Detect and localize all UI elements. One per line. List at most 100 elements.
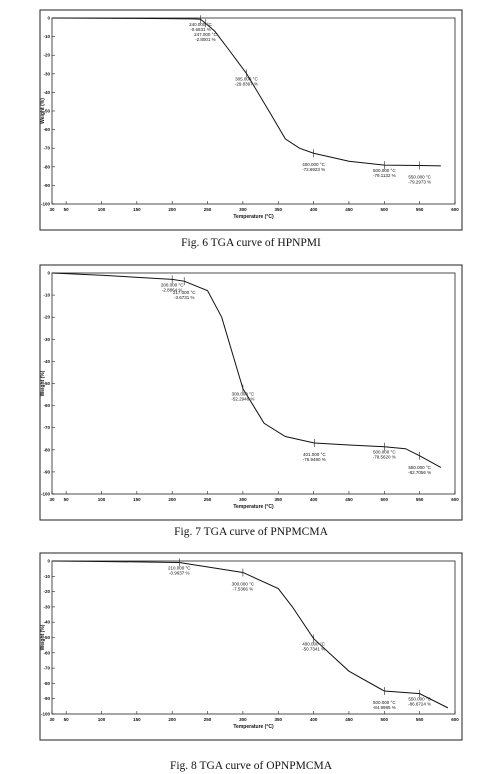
annotation-temperature: 401.000 °C <box>303 452 326 457</box>
x-tick-label: 200 <box>168 207 176 212</box>
annotation-weight: -79.2973 % <box>408 179 431 184</box>
y-tick-label: -40 <box>43 620 50 625</box>
x-tick-label: 30 <box>49 497 55 502</box>
x-tick-label: 500 <box>381 717 389 722</box>
annotation-temperature: 550.000 °C <box>408 465 431 470</box>
annotation-weight: -78.5620 % <box>373 455 396 460</box>
x-tick-label: 50 <box>64 207 70 212</box>
x-tick-label: 300 <box>239 717 247 722</box>
x-tick-label: 600 <box>451 497 459 502</box>
y-axis-title: Weight (%) <box>40 370 46 396</box>
x-tick-label: 200 <box>168 497 176 502</box>
annotation-weight: -29.8397 % <box>235 82 258 87</box>
y-tick-label: -10 <box>43 293 50 298</box>
figure-frame <box>39 9 463 231</box>
x-tick-label: 50 <box>64 717 70 722</box>
x-tick-label: 550 <box>416 207 424 212</box>
x-tick-label: 350 <box>274 207 282 212</box>
y-tick-label: -50 <box>43 109 50 114</box>
x-tick-label: 400 <box>310 207 318 212</box>
annotation-weight: -76.9490 % <box>303 457 326 462</box>
annotation-temperature: 550.000 °C <box>408 174 431 179</box>
y-tick-label: -70 <box>43 146 50 151</box>
annotation-temperature: 400.000 °C <box>302 642 325 647</box>
x-tick-label: 600 <box>451 717 459 722</box>
y-tick-label: -100 <box>41 202 51 207</box>
x-tick-label: 150 <box>133 497 141 502</box>
annotation-temperature: 305.000 °C <box>235 77 258 82</box>
annotation-temperature: 400.000 °C <box>302 162 325 167</box>
y-tick-label: -10 <box>43 34 50 39</box>
x-tick-label: 300 <box>239 207 247 212</box>
x-tick-label: 600 <box>451 207 459 212</box>
annotation-temperature: 300.000 °C <box>232 582 255 587</box>
x-tick-label: 450 <box>345 497 353 502</box>
x-tick-label: 250 <box>204 207 212 212</box>
y-tick-label: -50 <box>43 381 50 386</box>
annotation-temperature: 217.000 °C <box>173 290 196 295</box>
plot-frame <box>51 272 456 495</box>
y-tick-label: -90 <box>43 696 50 701</box>
x-tick-label: 100 <box>98 717 106 722</box>
annotation-temperature: 500.000 °C <box>373 450 396 455</box>
annotation-temperature: 300.000 °C <box>232 392 255 397</box>
y-tick-label: -100 <box>41 712 51 717</box>
x-tick-label: 250 <box>204 717 212 722</box>
x-tick-label: 300 <box>239 497 247 502</box>
x-tick-label: 100 <box>98 497 106 502</box>
y-tick-label: -20 <box>43 589 50 594</box>
x-tick-label: 550 <box>416 717 424 722</box>
y-tick-label: -60 <box>43 650 50 655</box>
x-tick-label: 100 <box>98 207 106 212</box>
x-tick-label: 350 <box>274 717 282 722</box>
y-axis-title: Weight (%) <box>40 624 46 650</box>
x-tick-label: 150 <box>133 717 141 722</box>
figure-caption: Fig. 8 TGA curve of OPNPMCMA <box>170 760 333 772</box>
y-tick-label: 0 <box>47 559 50 564</box>
y-tick-label: -60 <box>43 403 50 408</box>
x-tick-label: 350 <box>274 497 282 502</box>
annotation-weight: -82.7056 % <box>408 470 431 475</box>
annotation-weight: -52.2946 % <box>231 397 254 402</box>
annotation-weight: -0.9637 % <box>169 570 190 575</box>
annotation-weight: -0.6531 % <box>190 27 211 32</box>
y-tick-label: -40 <box>43 90 50 95</box>
y-tick-label: -60 <box>43 127 50 132</box>
y-tick-label: -80 <box>43 681 50 686</box>
x-tick-label: 500 <box>381 207 389 212</box>
annotation-weight: -86.6724 % <box>408 702 431 707</box>
y-axis-title: Weight (%) <box>40 98 46 124</box>
y-tick-label: -90 <box>43 469 50 474</box>
annotation-temperature: 210.000 °C <box>168 565 191 570</box>
y-tick-label: -90 <box>43 183 50 188</box>
annotation-temperature: 500.000 °C <box>373 700 396 705</box>
x-axis-title: Temperature (°C) <box>233 504 274 510</box>
annotation-temperature: 550.000 °C <box>408 697 431 702</box>
figure-frame <box>39 552 463 741</box>
annotation-temperature: 200.000 °C <box>161 282 184 287</box>
y-tick-label: -70 <box>43 425 50 430</box>
tga-curve <box>51 17 441 167</box>
annotation-weight: -50.7341 % <box>302 647 325 652</box>
y-tick-label: -10 <box>43 574 50 579</box>
figure-caption: Fig. 7 TGA curve of PNPMCMA <box>174 526 328 538</box>
x-tick-label: 200 <box>168 717 176 722</box>
x-tick-label: 500 <box>381 497 389 502</box>
x-tick-label: 450 <box>345 207 353 212</box>
annotation-weight: -79.1132 % <box>373 173 396 178</box>
annotation-temperature: 240.000 °C <box>189 22 212 27</box>
y-tick-label: -100 <box>41 492 51 497</box>
y-tick-label: -40 <box>43 359 50 364</box>
annotation-weight: -84.9985 % <box>373 705 396 710</box>
annotation-temperature: 247.000 °C <box>194 32 217 37</box>
annotation-weight: -7.5366 % <box>233 587 254 592</box>
y-tick-label: 0 <box>47 271 50 276</box>
x-tick-label: 450 <box>345 717 353 722</box>
tga-curve <box>51 560 449 709</box>
y-tick-label: -80 <box>43 447 50 452</box>
y-tick-label: -20 <box>43 53 50 58</box>
x-tick-label: 550 <box>416 497 424 502</box>
x-tick-label: 400 <box>310 717 318 722</box>
x-tick-label: 30 <box>49 207 55 212</box>
